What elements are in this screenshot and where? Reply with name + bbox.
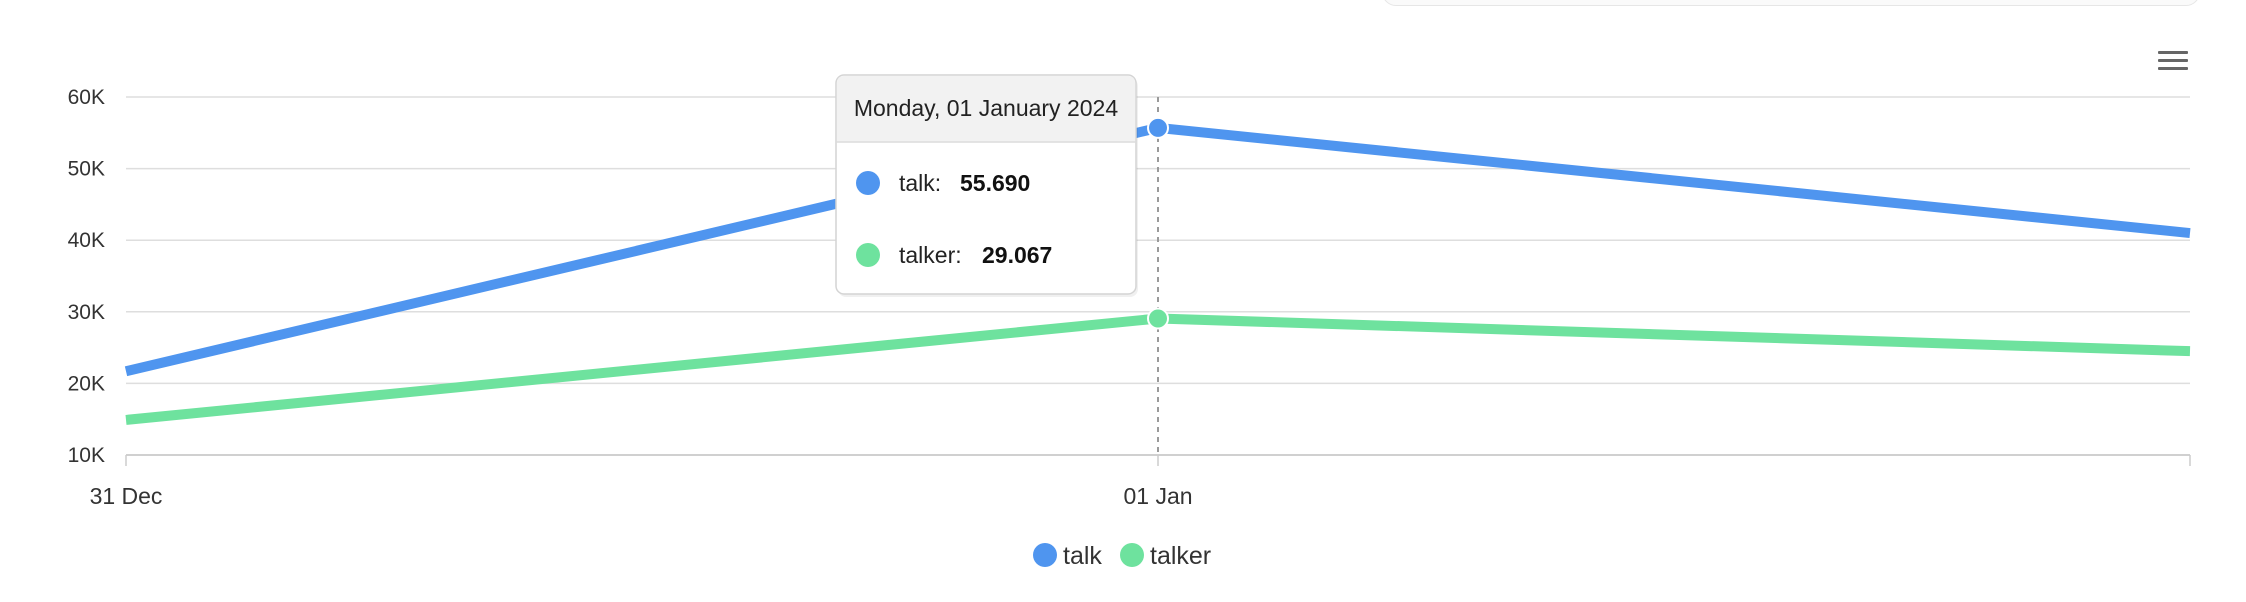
- y-tick-label: 30K: [68, 301, 105, 324]
- legend-label: talker: [1150, 542, 1211, 570]
- tooltip-marker: [856, 171, 880, 195]
- legend-marker: [1033, 543, 1057, 567]
- x-tick-label: 01 Jan: [1123, 483, 1192, 509]
- legend-label: talk: [1063, 542, 1102, 570]
- legend-item-talk[interactable]: talk: [1033, 542, 1102, 570]
- tooltip-series-value: 29.067: [982, 242, 1052, 268]
- data-point-talk[interactable]: [1147, 116, 1169, 139]
- tooltip-header: [837, 76, 1135, 142]
- chart-menu-button[interactable]: [2156, 48, 2190, 74]
- data-point-talker[interactable]: [1147, 307, 1169, 330]
- legend-item-talker[interactable]: talker: [1120, 542, 1211, 570]
- legend-marker: [1120, 543, 1144, 567]
- tooltip-series-name: talker:: [899, 242, 962, 268]
- tooltip-title: Monday, 01 January 2024: [854, 95, 1118, 121]
- x-tick-label: 31 Dec: [90, 483, 163, 509]
- y-tick-label: 50K: [68, 158, 105, 181]
- y-tick-label: 40K: [68, 229, 105, 252]
- y-tick-label: 20K: [68, 372, 105, 395]
- hamburger-menu-icon: [2158, 51, 2188, 54]
- tooltip: Monday, 01 January 2024 talk: 55.690 talker…: [835, 74, 1138, 297]
- tooltip-series-name: talk:: [899, 170, 941, 196]
- tooltip-series-value: 55.690: [960, 170, 1030, 196]
- y-tick-label: 60K: [68, 86, 105, 109]
- tooltip-marker: [856, 243, 880, 267]
- y-tick-label: 10K: [68, 444, 105, 467]
